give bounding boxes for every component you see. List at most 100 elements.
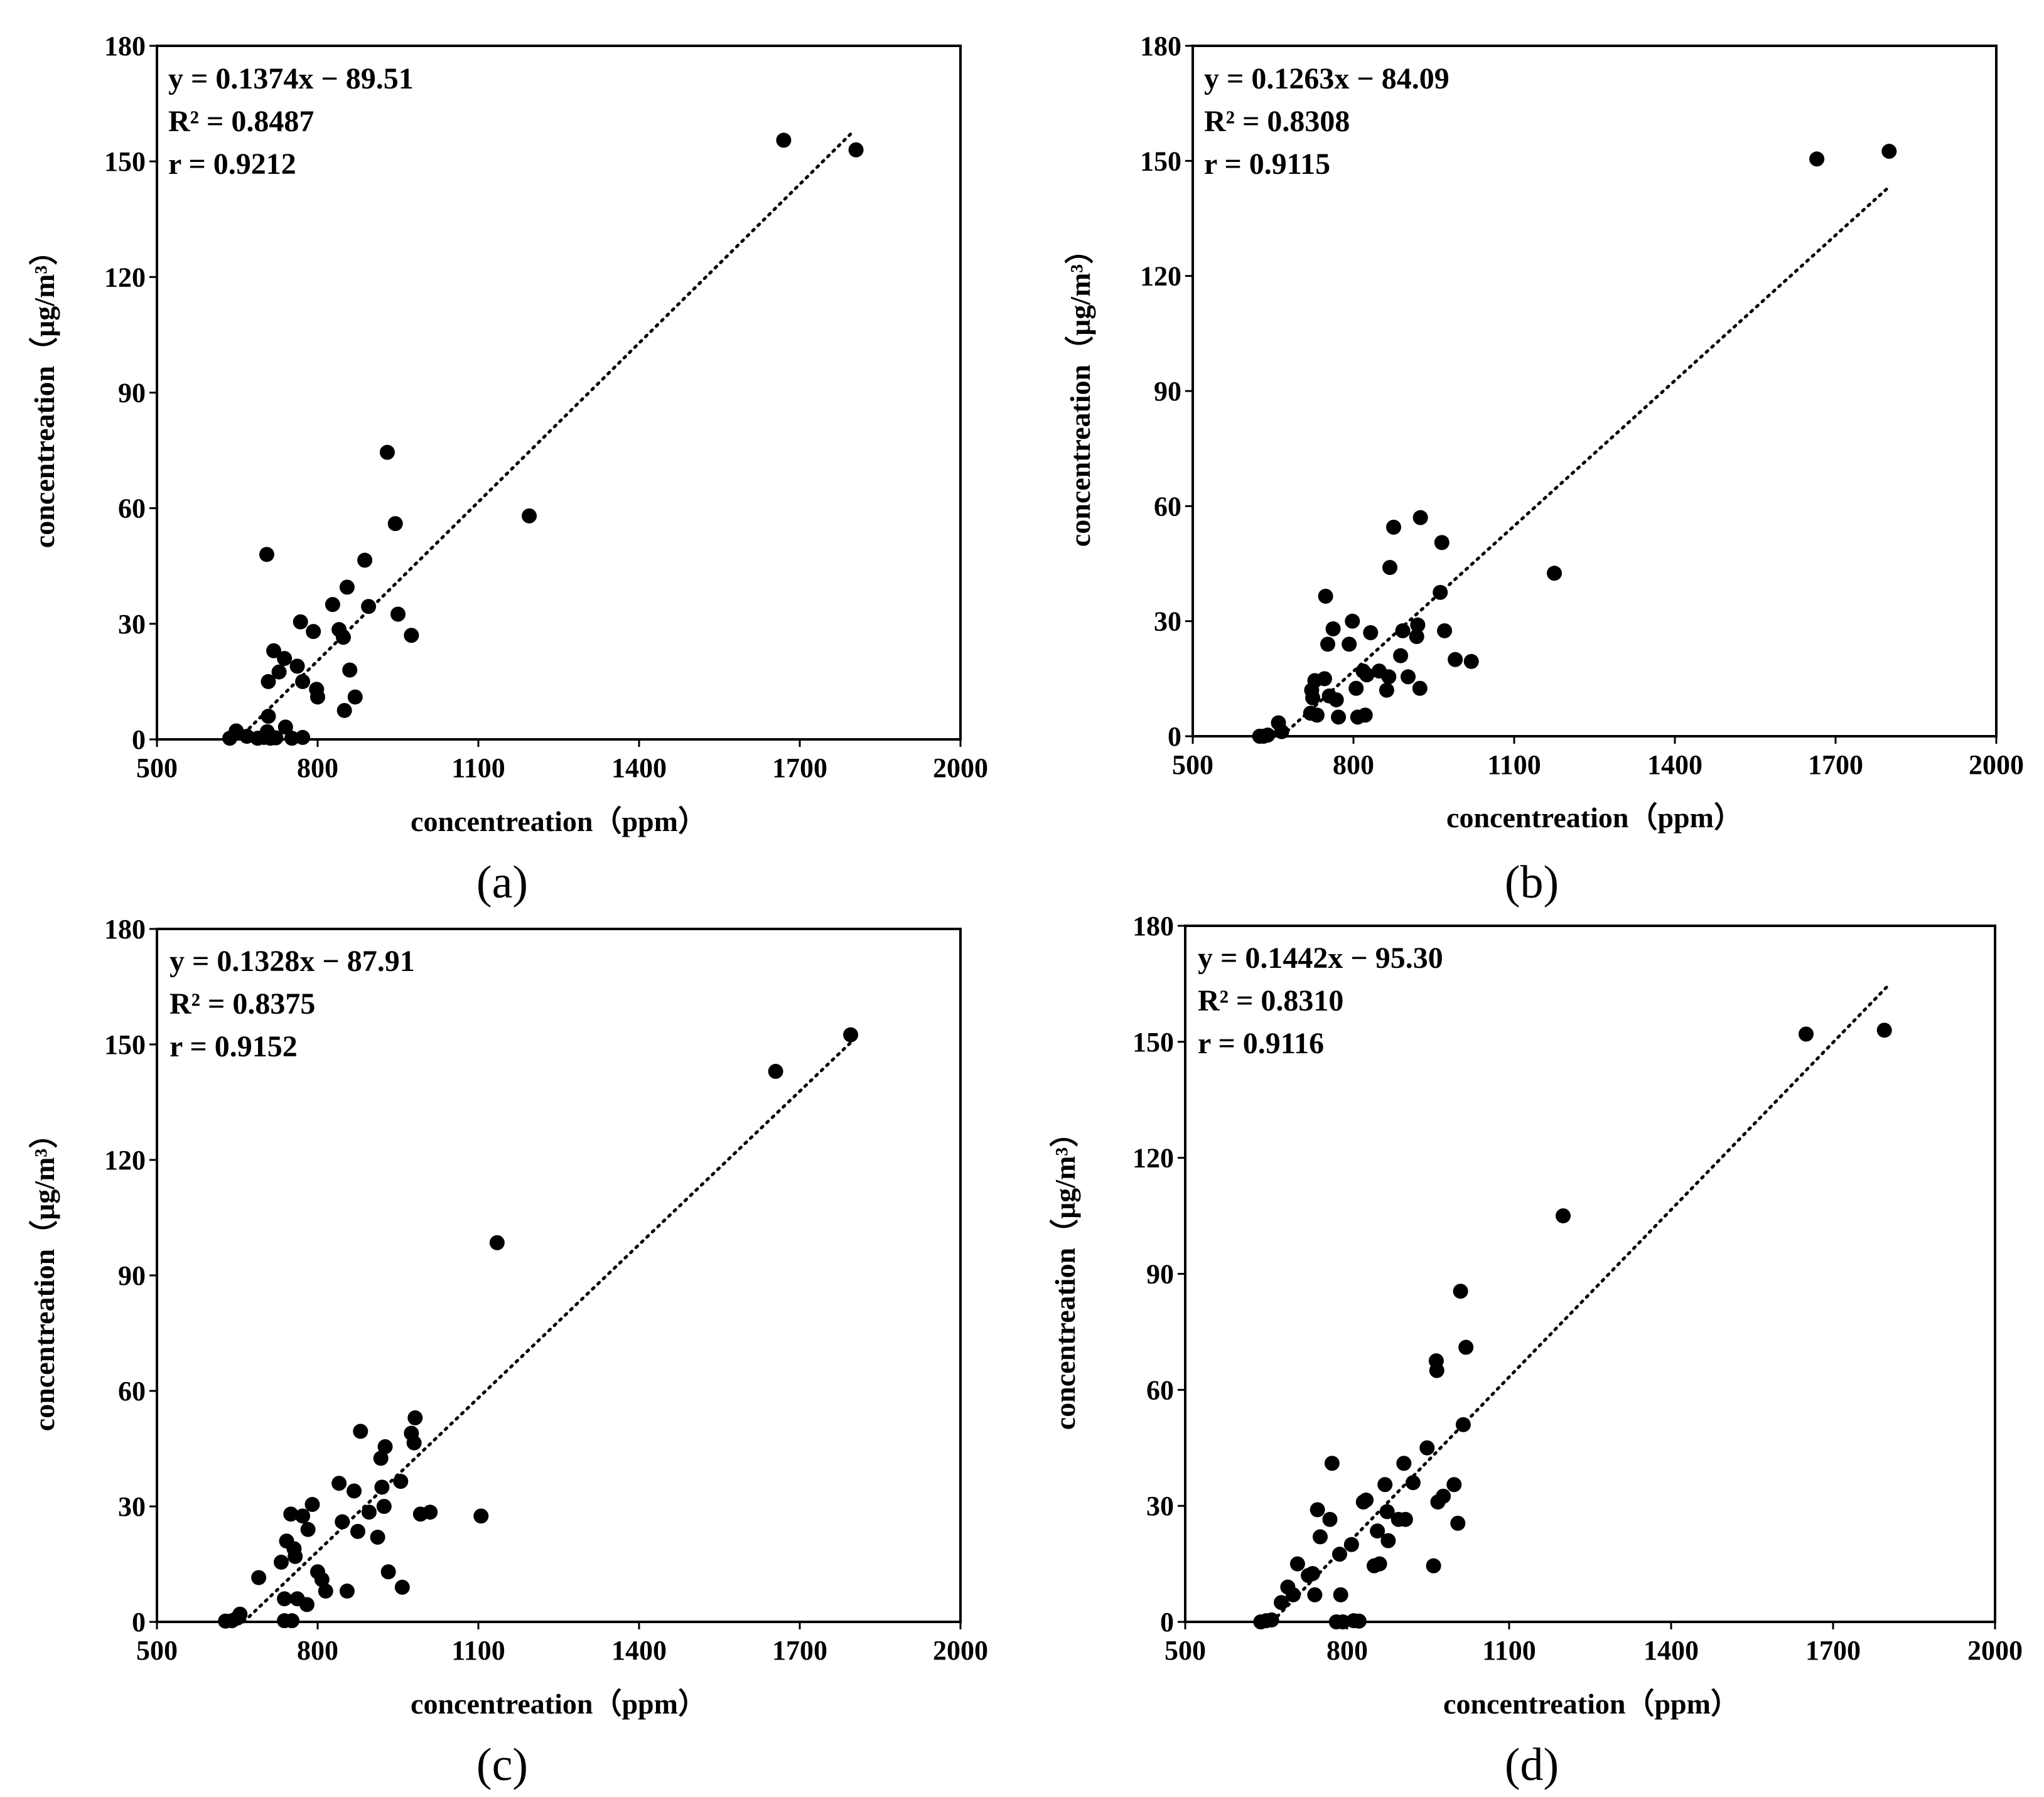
- data-point: [1379, 682, 1394, 698]
- data-point: [1370, 1523, 1385, 1539]
- data-point: [1351, 1613, 1367, 1629]
- x-tick-label: 1700: [1808, 749, 1863, 780]
- data-point: [1446, 1477, 1462, 1493]
- trend-line: [1280, 185, 1891, 738]
- data-point: [1325, 621, 1341, 636]
- data-point: [1412, 510, 1428, 525]
- data-point: [266, 643, 282, 658]
- trend-line: [242, 1038, 855, 1624]
- data-point: [277, 651, 293, 667]
- y-tick-label: 30: [1146, 1491, 1174, 1521]
- data-point: [376, 1499, 392, 1514]
- x-tick-label: 500: [1172, 749, 1213, 780]
- panel-a: 500 800 1100 1400 1700 2000 0306090120150180 …: [28, 31, 988, 908]
- x-tick-label: 500: [136, 753, 178, 783]
- data-point: [331, 1476, 347, 1491]
- data-point: [361, 599, 377, 614]
- data-point: [1358, 1492, 1374, 1508]
- data-point: [1322, 1511, 1338, 1527]
- data-point: [377, 1439, 393, 1454]
- y-tick-label: 150: [1132, 1027, 1174, 1058]
- data-point: [1274, 724, 1289, 739]
- data-point: [1274, 1595, 1289, 1611]
- x-tick-label: 800: [297, 1635, 338, 1666]
- x-tick-label: 2000: [933, 753, 988, 783]
- x-tick-label: 1700: [772, 753, 827, 783]
- data-point: [1345, 613, 1360, 629]
- data-point: [1363, 625, 1379, 640]
- data-point: [374, 1479, 390, 1495]
- data-point: [1434, 535, 1450, 550]
- y-axis-label: concentreation（μg/m³）: [28, 1120, 60, 1431]
- data-point: [848, 142, 864, 158]
- data-point: [1331, 1547, 1347, 1562]
- data-point: [1310, 1502, 1325, 1518]
- data-point: [1309, 707, 1325, 723]
- x-ticks: 500 800 1100 1400 1700 2000: [136, 1622, 988, 1666]
- data-point: [268, 730, 284, 746]
- data-point: [232, 1606, 248, 1622]
- data-point: [1331, 709, 1347, 725]
- x-tick-label: 1100: [1482, 1635, 1536, 1666]
- data-point: [406, 1435, 422, 1451]
- data-point: [1343, 1537, 1359, 1552]
- data-point: [1395, 623, 1411, 638]
- x-tick-label: 1700: [772, 1635, 827, 1666]
- data-point: [347, 1483, 362, 1499]
- data-points: [1252, 144, 1897, 744]
- data-point: [273, 1554, 289, 1570]
- data-point: [325, 597, 340, 613]
- data-point: [1453, 1284, 1468, 1299]
- data-point: [1286, 1587, 1301, 1602]
- data-point: [407, 1410, 423, 1425]
- data-point: [299, 1597, 315, 1612]
- x-tick-label: 1100: [451, 753, 505, 783]
- x-tick-label: 1400: [611, 1635, 667, 1666]
- r-label: r = 0.9115: [1204, 148, 1330, 181]
- data-point: [1393, 648, 1409, 663]
- data-point: [361, 1505, 377, 1520]
- data-point: [1426, 1558, 1441, 1574]
- panel-d: 500 800 1100 1400 1700 2000 0306090120150180 …: [1049, 911, 2023, 1791]
- data-point: [373, 1451, 389, 1466]
- data-point: [314, 1572, 330, 1587]
- data-point: [283, 1506, 299, 1522]
- data-point: [1386, 519, 1401, 535]
- data-point: [379, 444, 395, 460]
- x-tick-label: 2000: [1969, 749, 2024, 780]
- data-point: [1380, 1533, 1396, 1548]
- data-point: [1809, 151, 1825, 167]
- r-squared-label: R² = 0.8310: [1198, 984, 1343, 1017]
- x-tick-label: 500: [1165, 1635, 1206, 1666]
- panel-label: (c): [476, 1739, 528, 1791]
- data-point: [1401, 669, 1416, 685]
- y-tick-label: 90: [118, 1260, 146, 1291]
- data-point: [1448, 652, 1463, 667]
- equation-label: y = 0.1374x − 89.51: [168, 62, 414, 95]
- panel-c: 500 800 1100 1400 1700 2000 0306090120150180 …: [28, 914, 988, 1791]
- data-point: [489, 1235, 505, 1250]
- panel-label: (d): [1505, 1739, 1559, 1791]
- data-point: [1313, 1529, 1328, 1545]
- y-ticks: 0 30 60 90 120 150 180: [104, 914, 157, 1638]
- data-point: [357, 552, 373, 568]
- x-tick-label: 2000: [1967, 1635, 2023, 1666]
- panel-b: 500 800 1100 1400 1700 2000 0306090120150180 …: [1064, 31, 2024, 908]
- y-tick-label: 0: [132, 1607, 146, 1638]
- x-tick-label: 800: [297, 753, 338, 783]
- x-tick-label: 1400: [1647, 749, 1702, 780]
- data-point: [1377, 1477, 1393, 1493]
- data-point: [295, 729, 311, 745]
- data-point: [1316, 671, 1332, 687]
- data-point: [306, 624, 321, 640]
- x-ticks: 500 800 1100 1400 1700 2000: [1172, 736, 2024, 780]
- data-point: [370, 1530, 385, 1545]
- r-squared-label: R² = 0.8487: [168, 105, 314, 138]
- data-point: [1359, 667, 1375, 683]
- data-point: [293, 614, 308, 630]
- equation-label: y = 0.1263x − 84.09: [1204, 62, 1450, 95]
- y-tick-label: 180: [104, 31, 146, 62]
- data-point: [1547, 566, 1562, 581]
- data-point: [300, 1521, 316, 1537]
